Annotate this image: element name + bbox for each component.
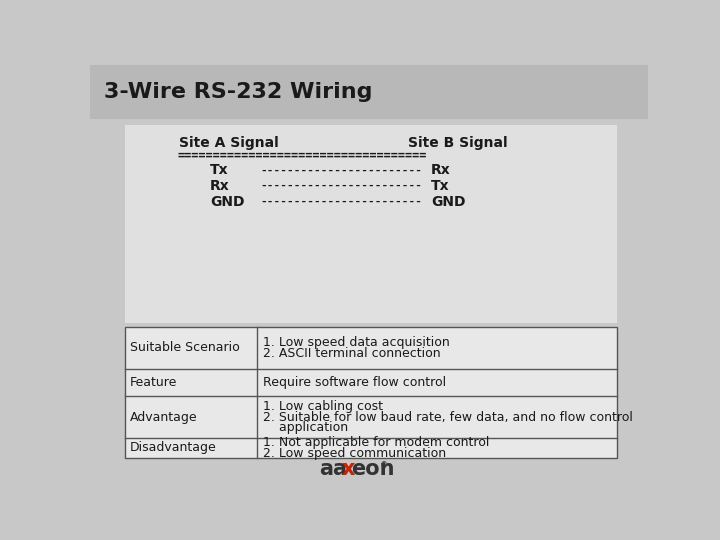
Text: Suitable Scenario: Suitable Scenario	[130, 341, 239, 354]
Text: aa: aa	[319, 459, 346, 479]
Text: application: application	[263, 421, 348, 434]
Text: x: x	[342, 459, 356, 479]
Text: 1. Low cabling cost: 1. Low cabling cost	[263, 400, 383, 413]
Text: ------------------------: ------------------------	[261, 197, 423, 207]
Text: eon: eon	[351, 459, 395, 479]
Text: ®: ®	[380, 461, 388, 470]
Text: Feature: Feature	[130, 376, 177, 389]
FancyBboxPatch shape	[90, 65, 648, 119]
Text: 1. Not applicable for modem control: 1. Not applicable for modem control	[263, 436, 489, 449]
Text: Disadvantage: Disadvantage	[130, 441, 216, 454]
FancyBboxPatch shape	[125, 327, 617, 457]
Text: Rx: Rx	[431, 163, 451, 177]
Text: Tx: Tx	[431, 179, 449, 193]
Text: 2. ASCII terminal connection: 2. ASCII terminal connection	[263, 347, 441, 360]
Text: 3-Wire RS-232 Wiring: 3-Wire RS-232 Wiring	[104, 82, 372, 102]
Text: Tx: Tx	[210, 163, 229, 177]
Text: Rx: Rx	[210, 179, 230, 193]
Text: Require software flow control: Require software flow control	[263, 376, 446, 389]
Text: GND: GND	[210, 195, 245, 209]
Text: Advantage: Advantage	[130, 410, 197, 423]
FancyBboxPatch shape	[125, 125, 617, 323]
Text: Site B Signal: Site B Signal	[408, 136, 508, 150]
FancyBboxPatch shape	[90, 119, 648, 481]
Text: ===================================: ===================================	[178, 149, 427, 162]
Text: 2. Suitable for low baud rate, few data, and no flow control: 2. Suitable for low baud rate, few data,…	[263, 410, 633, 423]
Text: ------------------------: ------------------------	[261, 165, 423, 176]
Text: ------------------------: ------------------------	[261, 181, 423, 191]
Text: Site A Signal: Site A Signal	[179, 136, 279, 150]
Text: GND: GND	[431, 195, 466, 209]
Text: 2. Low speed communication: 2. Low speed communication	[263, 447, 446, 460]
Text: 1. Low speed data acquisition: 1. Low speed data acquisition	[263, 336, 449, 349]
